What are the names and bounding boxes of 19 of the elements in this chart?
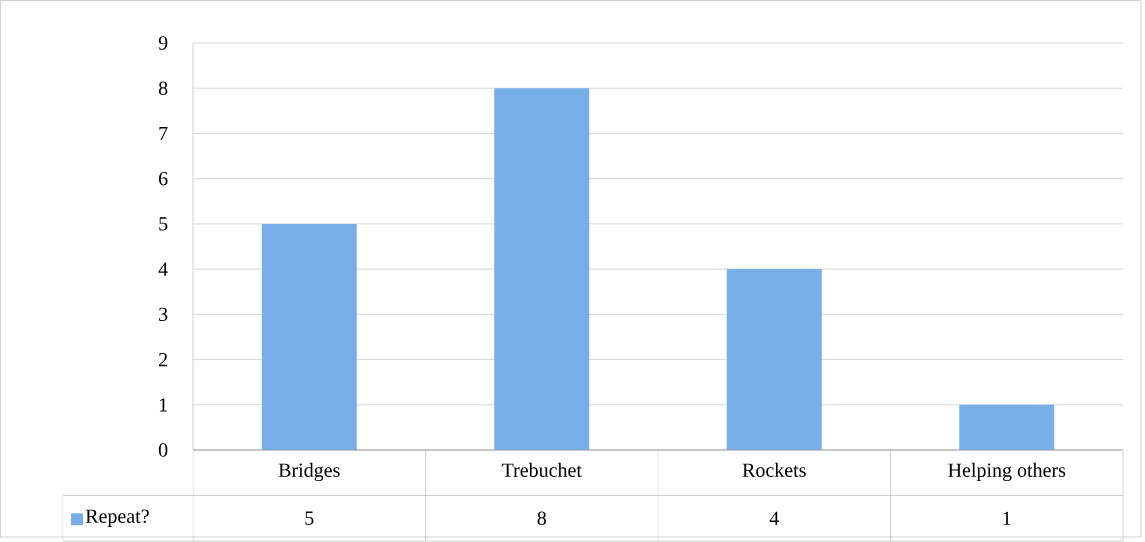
y-tick-label: 1	[159, 398, 167, 412]
x-tick-label: Bridges	[278, 462, 340, 482]
y-tick-label: 2	[159, 352, 168, 367]
y-tick-label: 8	[158, 81, 168, 95]
y-tick-label: 5	[159, 217, 168, 231]
data-label: 5	[305, 511, 314, 525]
x-tick-label: Rockets	[742, 462, 806, 477]
x-tick-label: Helping others	[948, 462, 1066, 482]
legend-label: Repeat?	[85, 509, 149, 527]
data-label: 8	[537, 511, 546, 525]
y-tick-label: 0	[158, 443, 168, 457]
data-label: 4	[769, 511, 779, 525]
y-tick-label: 9	[158, 36, 168, 50]
y-tick-label: 4	[158, 262, 168, 276]
y-tick-label: 6	[159, 171, 168, 186]
y-tick-label: 3	[159, 307, 168, 322]
data-label: 1	[1003, 511, 1011, 525]
y-tick-label: 7	[159, 126, 168, 141]
x-tick-label: Trebuchet	[501, 462, 582, 477]
